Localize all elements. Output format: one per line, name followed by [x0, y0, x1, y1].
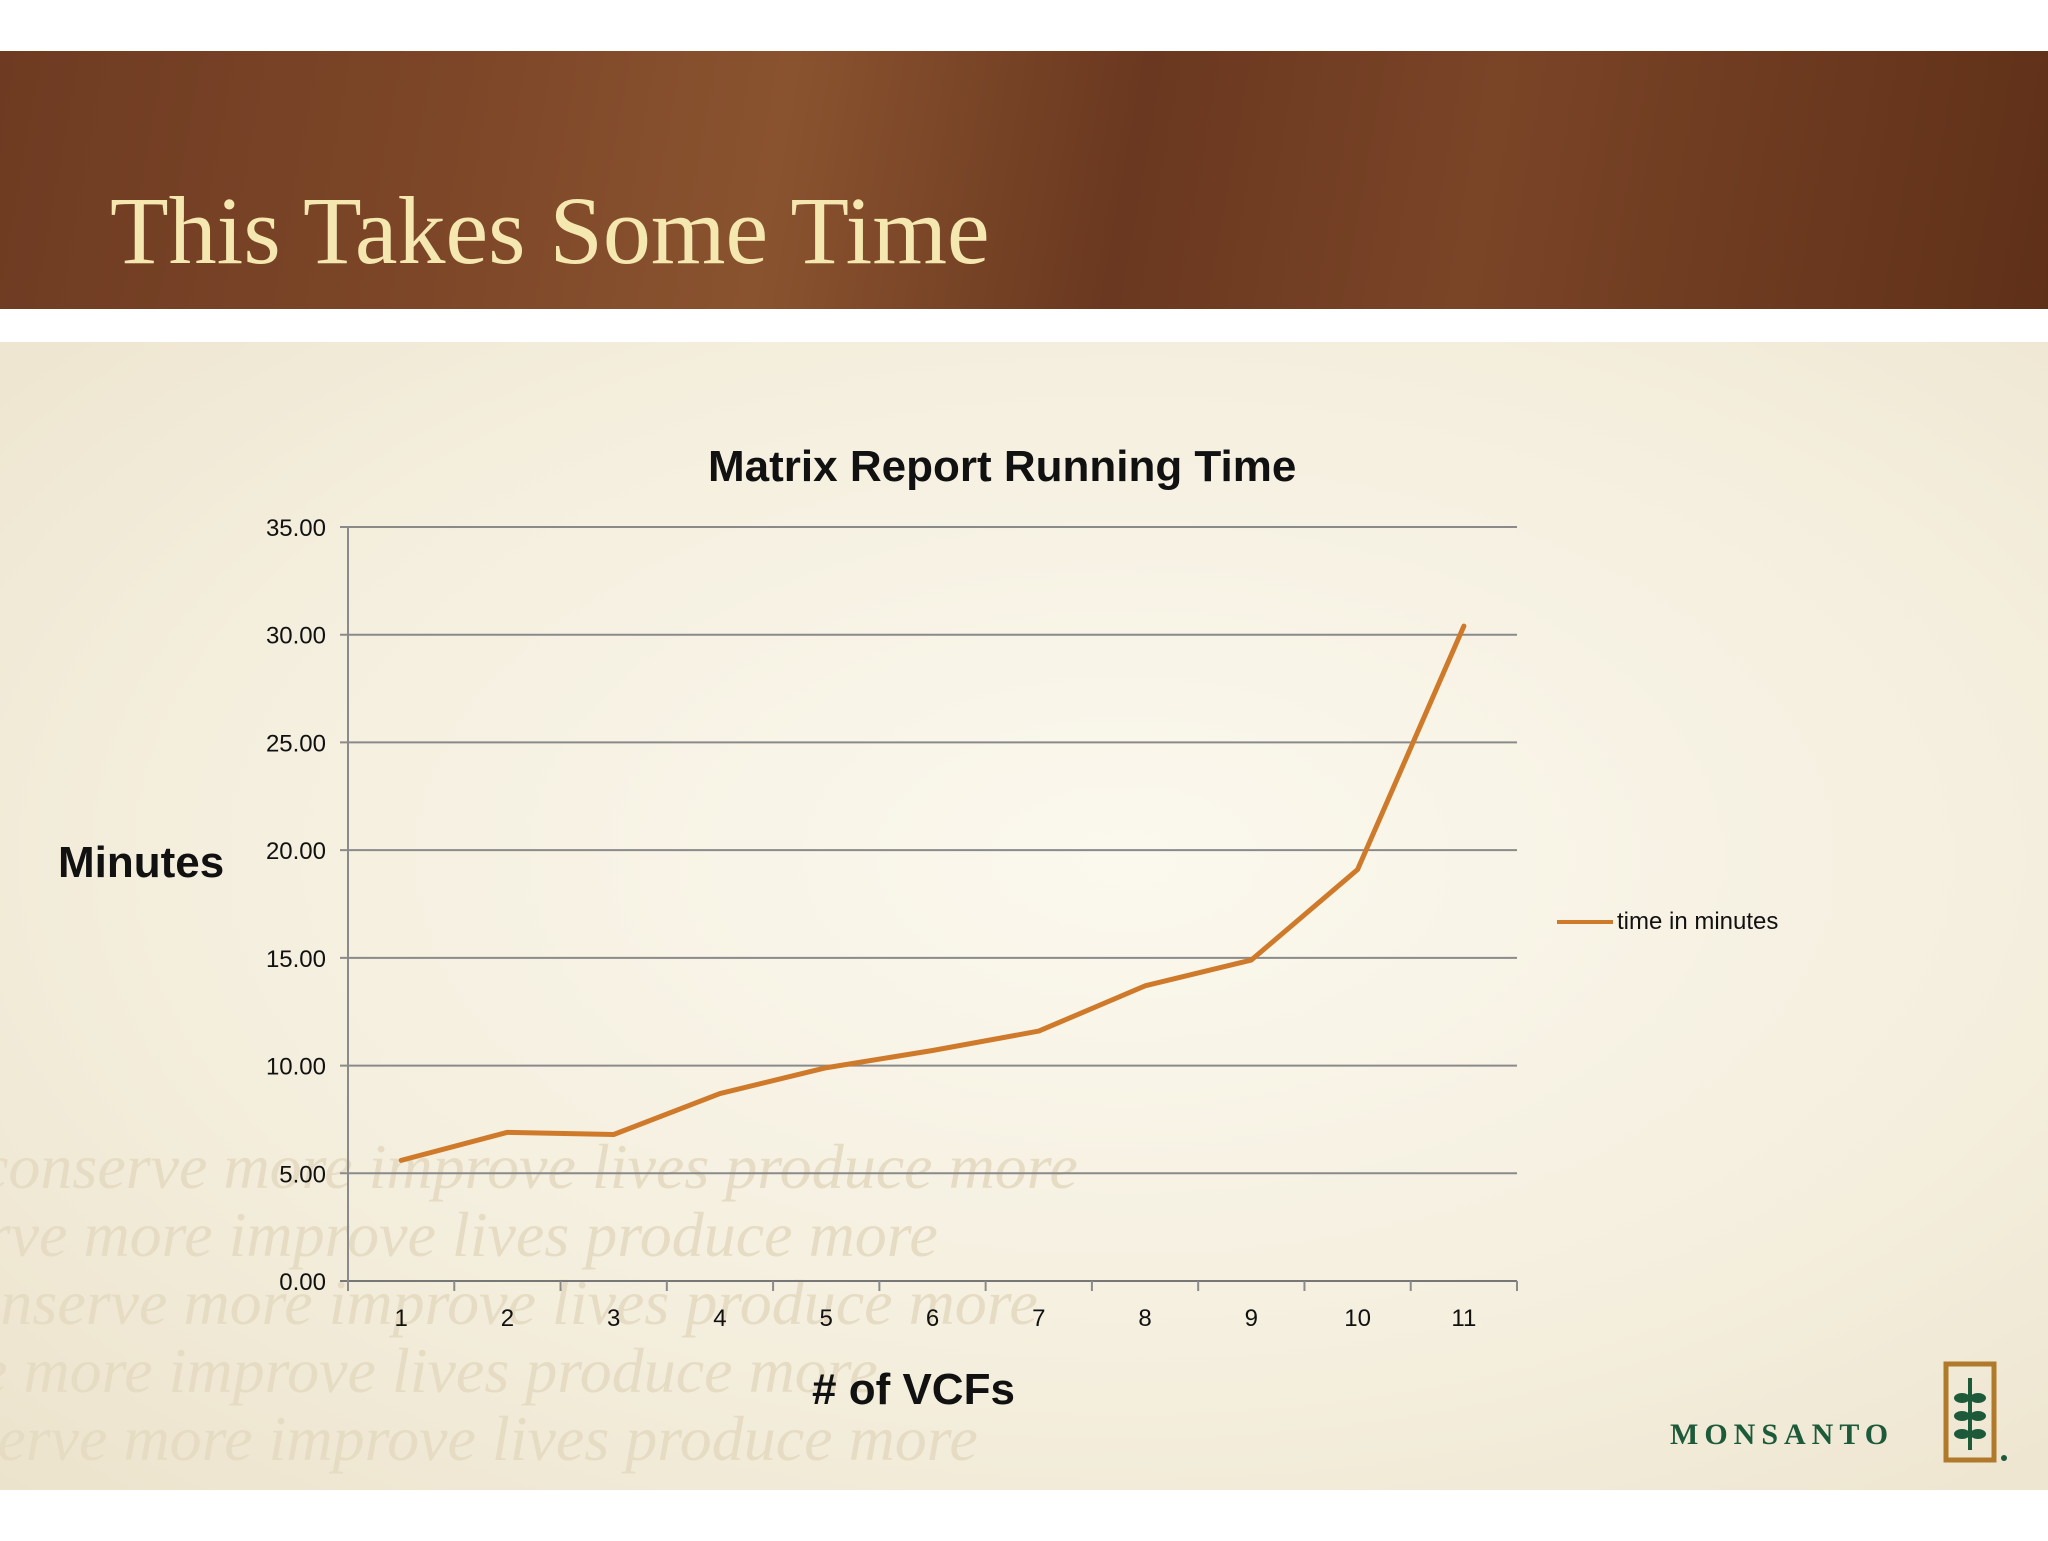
series-lines [398, 623, 1467, 1163]
series-line-time-in-minutes [398, 623, 1467, 1163]
x-tick-label: 7 [1032, 1305, 1045, 1332]
wheat-logo-icon [1943, 1361, 2007, 1463]
y-axis-label: Minutes [58, 838, 225, 887]
x-tick-label: 9 [1245, 1305, 1258, 1332]
legend-swatch [1557, 920, 1613, 924]
y-tick-label: 25.00 [266, 730, 326, 757]
y-tick-labels: 0.00 5.00 10.00 15.00 20.00 25.00 30.00 35.00 [266, 515, 326, 1296]
x-tick-label: 4 [713, 1305, 726, 1332]
y-tick-label: 35.00 [266, 515, 326, 542]
x-tick-label: 1 [394, 1305, 407, 1332]
x-tick-label: 2 [501, 1305, 514, 1332]
watermark-line: conserve more improve lives produce more [0, 1131, 1078, 1202]
legend-entry: time in minutes [1617, 908, 1779, 935]
x-tick-label: 6 [926, 1305, 939, 1332]
y-tick-label: 5.00 [279, 1161, 326, 1188]
x-tick-label: 3 [607, 1305, 620, 1332]
y-tick-label: 15.00 [266, 946, 326, 973]
x-tick-labels: 1 2 3 4 5 6 7 8 9 10 11 [347, 1281, 1518, 1332]
brand-logo: MONSANTO [1670, 1418, 1895, 1451]
x-tick-label: 8 [1138, 1305, 1151, 1332]
slide-title: This Takes Some Time [110, 177, 990, 284]
watermark-line: conserve more improve lives produce more [0, 1267, 1038, 1338]
chart-title: Matrix Report Running Time [708, 442, 1297, 491]
line-chart: 0.00 5.00 10.00 15.00 20.00 25.00 30.00 35.00 1… [266, 515, 1518, 1332]
watermark-line: conserve more improve lives produce more [0, 1335, 878, 1406]
x-axis-label: # of VCFs [812, 1365, 1015, 1414]
x-tick-label: 5 [820, 1305, 833, 1332]
y-tick-label: 20.00 [266, 838, 326, 865]
watermark-line: conserve more improve lives produce more [0, 1403, 978, 1474]
y-tick-label: 0.00 [279, 1269, 326, 1296]
y-tick-label: 10.00 [266, 1054, 326, 1081]
title-banner: This Takes Some Time [0, 51, 2048, 309]
x-tick-label: 10 [1344, 1305, 1371, 1332]
gridlines [340, 526, 1517, 1289]
y-tick-label: 30.00 [266, 623, 326, 650]
x-tick-label: 11 [1451, 1305, 1476, 1332]
watermark-line: conserve more improve lives produce more [0, 1199, 938, 1270]
slide-background [0, 342, 2048, 1490]
